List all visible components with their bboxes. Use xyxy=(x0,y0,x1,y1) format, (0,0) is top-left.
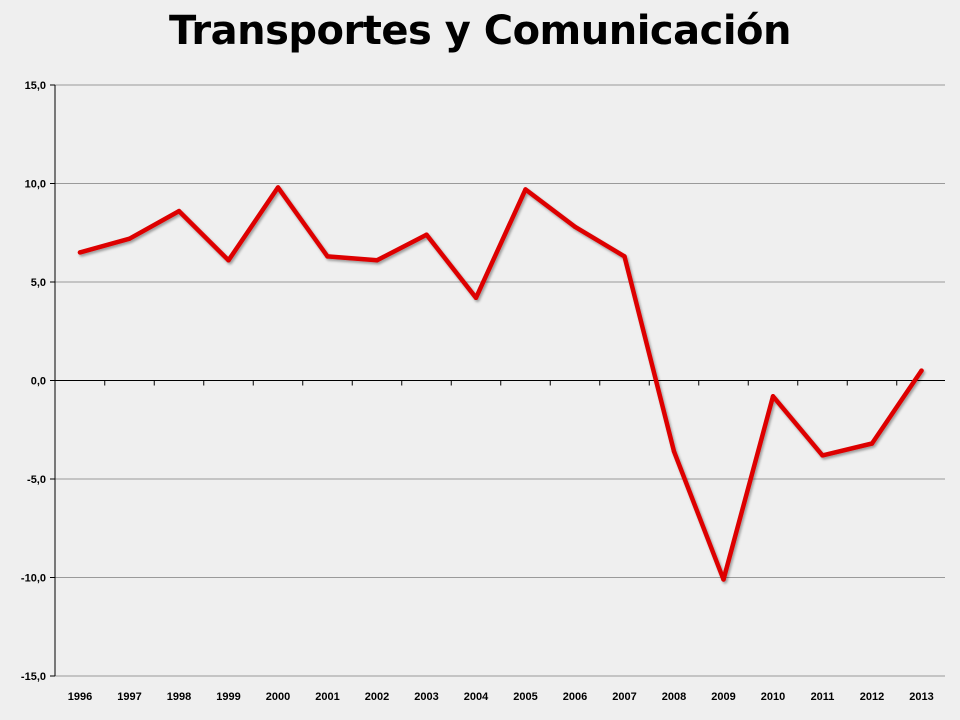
data-point-2007 xyxy=(622,254,627,259)
x-tick-label-2001: 2001 xyxy=(315,691,339,703)
data-point-2005 xyxy=(523,187,528,192)
x-tick-label-2010: 2010 xyxy=(761,691,785,703)
y-tick-label-5: -10,0 xyxy=(21,573,46,585)
x-tick-labels: 1996 1997 1998 1999 2000 2001 2002 2003 2004 2005… xyxy=(68,691,934,703)
x-tick-label-2004: 2004 xyxy=(464,691,489,703)
x-tick-label-2006: 2006 xyxy=(563,691,587,703)
x-tick-label-2013: 2013 xyxy=(909,691,933,703)
x-tick-label-2000: 2000 xyxy=(266,691,290,703)
x-tick-label-1998: 1998 xyxy=(167,691,191,703)
x-tick-label-2005: 2005 xyxy=(513,691,537,703)
data-point-2002 xyxy=(374,258,380,263)
x-tick-label-2007: 2007 xyxy=(612,691,636,703)
x-tick-label-2012: 2012 xyxy=(860,691,884,703)
y-tick-label-1: 10,0 xyxy=(25,179,46,191)
data-point-2006 xyxy=(572,224,578,230)
data-point-1997 xyxy=(127,236,132,241)
data-point-2008 xyxy=(671,449,677,454)
data-point-2001 xyxy=(325,254,330,259)
y-tick-label-3: 0,0 xyxy=(31,376,46,388)
data-point-2009 xyxy=(721,577,726,582)
y-tick-labels: 15,0 10,0 5,0 0,0 -5,0 -10,0 -15,0 xyxy=(21,80,46,683)
data-point-2004 xyxy=(473,295,479,300)
y-tick-label-2: 5,0 xyxy=(31,277,46,289)
data-point-2010 xyxy=(770,394,776,399)
data-point-2003 xyxy=(424,232,429,237)
x-tick-label-2003: 2003 xyxy=(414,691,438,703)
grid-lines xyxy=(55,84,945,677)
data-point-1999 xyxy=(226,258,231,263)
data-point-1998 xyxy=(176,208,182,214)
x-tick-label-2008: 2008 xyxy=(662,691,686,703)
series-layer xyxy=(77,185,924,582)
series-line-0 xyxy=(77,185,924,582)
data-point-1996 xyxy=(77,250,83,255)
y-tick-label-6: -15,0 xyxy=(21,671,46,683)
x-tick-label-1996: 1996 xyxy=(68,691,92,703)
data-point-2013 xyxy=(919,368,924,373)
data-point-2012 xyxy=(869,441,875,446)
data-point-2000 xyxy=(275,185,281,190)
x-tick-label-2002: 2002 xyxy=(365,691,389,703)
x-tick-label-2011: 2011 xyxy=(811,691,835,703)
y-tick-label-0: 15,0 xyxy=(25,80,46,92)
axes xyxy=(50,84,945,677)
chart-title: Transportes y Comunicación xyxy=(169,8,791,54)
x-tick-label-2009: 2009 xyxy=(711,691,735,703)
x-tick-label-1999: 1999 xyxy=(216,691,240,703)
x-tick-label-1997: 1997 xyxy=(117,691,141,703)
y-tick-label-4: -5,0 xyxy=(27,474,46,486)
data-point-2011 xyxy=(820,453,825,458)
